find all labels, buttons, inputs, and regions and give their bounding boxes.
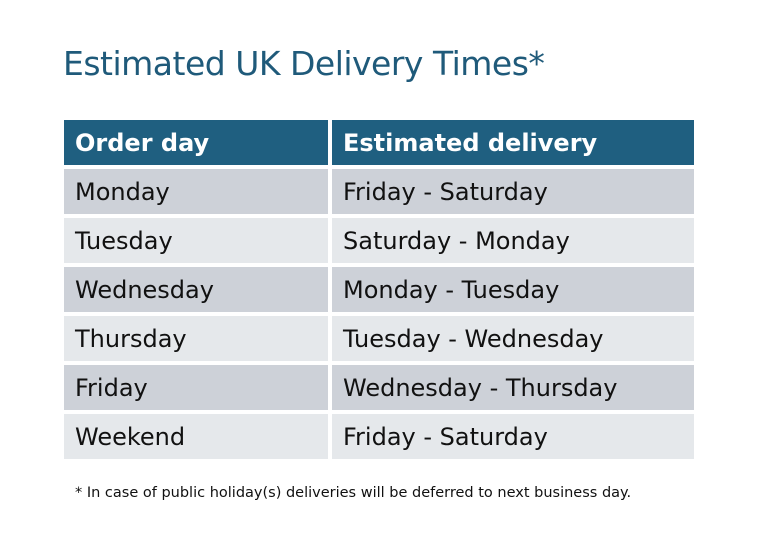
delivery-cell: Saturday - Monday <box>332 218 694 263</box>
order-day-cell: Wednesday <box>64 267 328 312</box>
order-day-cell: Friday <box>64 365 328 410</box>
column-header-order-day: Order day <box>64 120 328 165</box>
footnote: * In case of public holiday(s) deliverie… <box>75 485 632 501</box>
table-row: Thursday Tuesday - Wednesday <box>64 316 694 361</box>
delivery-times-table: Order day Estimated delivery Monday Frid… <box>60 116 698 463</box>
delivery-cell: Friday - Saturday <box>332 414 694 459</box>
order-day-cell: Weekend <box>64 414 328 459</box>
order-day-cell: Tuesday <box>64 218 328 263</box>
delivery-cell: Friday - Saturday <box>332 169 694 214</box>
delivery-cell: Wednesday - Thursday <box>332 365 694 410</box>
table-row: Wednesday Monday - Tuesday <box>64 267 694 312</box>
table-row: Monday Friday - Saturday <box>64 169 694 214</box>
delivery-cell: Tuesday - Wednesday <box>332 316 694 361</box>
table-row: Friday Wednesday - Thursday <box>64 365 694 410</box>
table-header-row: Order day Estimated delivery <box>64 120 694 165</box>
order-day-cell: Thursday <box>64 316 328 361</box>
table-row: Weekend Friday - Saturday <box>64 414 694 459</box>
delivery-cell: Monday - Tuesday <box>332 267 694 312</box>
column-header-estimated-delivery: Estimated delivery <box>332 120 694 165</box>
page-title: Estimated UK Delivery Times* <box>63 44 545 83</box>
table-row: Tuesday Saturday - Monday <box>64 218 694 263</box>
order-day-cell: Monday <box>64 169 328 214</box>
